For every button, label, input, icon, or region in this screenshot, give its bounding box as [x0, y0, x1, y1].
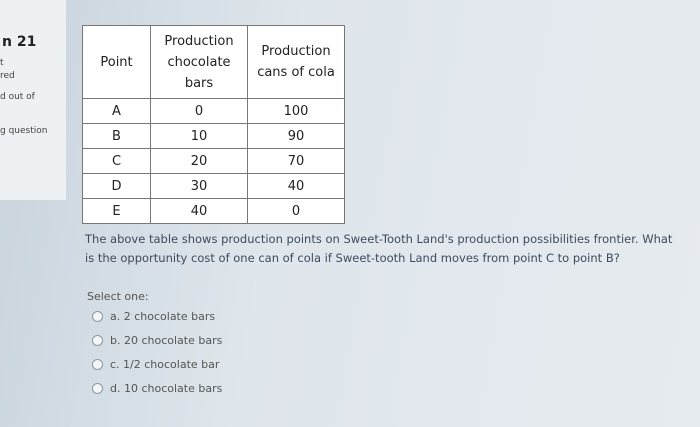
table-cell: A	[82, 98, 151, 124]
table-row: C 20 70	[82, 148, 345, 174]
header-row: Point Production chocolate bars Producti…	[82, 25, 345, 99]
table-cell: 40	[150, 198, 248, 224]
table-cell: 100	[247, 98, 345, 124]
option-text: a. 2 chocolate bars	[110, 310, 216, 323]
answer-option[interactable]: d. 10 chocolate bars	[92, 382, 222, 395]
header-cell: Point	[82, 25, 151, 99]
table-row: A 0 100	[82, 98, 345, 124]
table-cell: 0	[150, 98, 248, 124]
radio-button[interactable]	[92, 359, 103, 370]
answer-option[interactable]: b. 20 chocolate bars	[92, 334, 222, 347]
answer-option[interactable]: a. 2 chocolate bars	[92, 310, 215, 323]
option-text: c. 1/2 chocolate bar	[110, 358, 220, 371]
prompt: Select one:	[87, 290, 149, 303]
table-cell: D	[82, 173, 151, 199]
table-cell: E	[82, 198, 151, 224]
option-text: d. 10 chocolate bars	[110, 382, 223, 395]
answer-option[interactable]: c. 1/2 chocolate bar	[92, 358, 219, 371]
table-cell: 90	[247, 123, 345, 149]
question-number: n 21	[2, 34, 37, 50]
table-row: D 30 40	[82, 173, 345, 199]
option-text: b. 20 chocolate bars	[110, 334, 223, 347]
header-cell: Production chocolate bars	[150, 25, 248, 99]
status: t	[0, 58, 4, 68]
table-cell: 70	[247, 148, 345, 174]
table-row: B 10 90	[82, 123, 345, 149]
table-cell: 20	[150, 148, 248, 174]
status: d out of	[0, 92, 35, 102]
table-cell: 40	[247, 173, 345, 199]
table-cell: 30	[150, 173, 248, 199]
table-cell: B	[82, 123, 151, 149]
table-cell: C	[82, 148, 151, 174]
sidebar: n 21 t red d out of g question	[0, 0, 66, 200]
radio-button[interactable]	[92, 311, 103, 322]
radio-button[interactable]	[92, 335, 103, 346]
question-text: The above table shows production points …	[85, 232, 673, 265]
header-cell: Production cans of cola	[247, 25, 345, 99]
status: g question	[0, 126, 48, 136]
table-cell: 10	[150, 123, 248, 149]
status: red	[0, 71, 15, 81]
table-row: E 40 0	[82, 198, 345, 224]
radio-button[interactable]	[92, 383, 103, 394]
table-cell: 0	[247, 198, 345, 224]
data-table: Point Production chocolate bars Producti…	[82, 25, 345, 224]
